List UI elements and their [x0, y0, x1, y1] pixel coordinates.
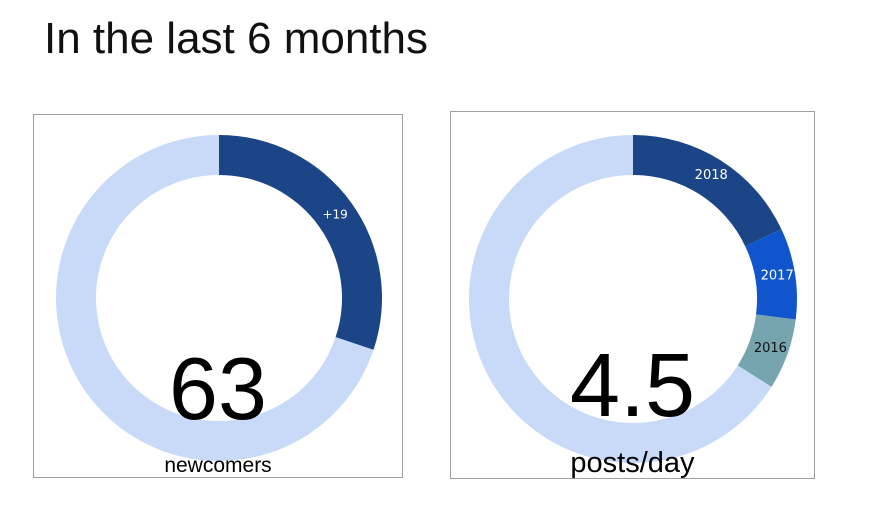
donut-slice-2017: [745, 229, 797, 320]
donut-slice-2018: [633, 135, 782, 247]
posts-per-day-value: 4.5: [569, 336, 696, 436]
newcomers-donut-panel: +19 63 newcomers: [33, 114, 403, 478]
posts-per-day-donut-panel: 2018 2017 2016 4.5 posts/day: [450, 111, 815, 479]
slice-label-2018: 2018: [695, 168, 728, 183]
slice-label-19: +19: [322, 208, 347, 222]
donut-slice-2016: [737, 314, 796, 387]
posts-per-day-donut-chart: 2018 2017 2016: [469, 135, 797, 463]
donut-slice-19: [219, 135, 382, 350]
page-title: In the last 6 months: [44, 14, 428, 63]
newcomers-count: 63: [169, 339, 267, 438]
newcomers-donut-chart: +19: [55, 135, 382, 461]
slice-label-2017: 2017: [761, 269, 794, 284]
newcomers-label: newcomers: [164, 454, 272, 477]
slice-label-2016: 2016: [754, 341, 787, 356]
posts-per-day-label: posts/day: [570, 447, 695, 479]
